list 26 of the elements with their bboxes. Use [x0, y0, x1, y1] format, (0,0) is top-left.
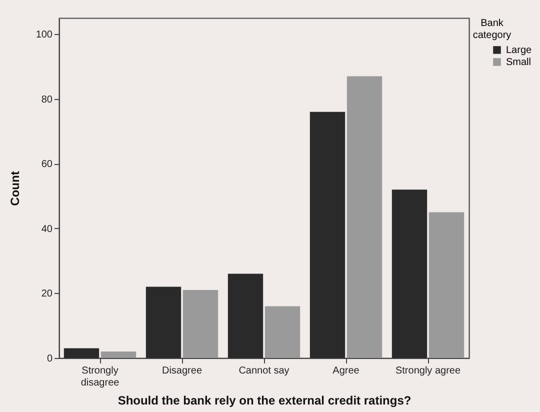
x-tick-label: Disagree	[162, 366, 202, 376]
bar	[64, 348, 100, 358]
bar	[228, 274, 264, 358]
legend-title: Bank category	[472, 18, 512, 41]
y-tick-label: 80	[41, 94, 53, 106]
y-axis-title: Count	[8, 171, 22, 206]
y-tick-label: 40	[41, 224, 53, 235]
x-tick-label: Agree	[332, 366, 360, 376]
legend-label: Large	[506, 45, 532, 56]
x-tick-label: Cannot say	[238, 366, 290, 376]
bar	[100, 352, 136, 358]
bar	[346, 76, 382, 358]
bar	[310, 112, 346, 358]
y-tick-label: 100	[36, 30, 53, 41]
bar	[428, 212, 464, 358]
bar	[264, 306, 300, 358]
y-tick-label: 20	[41, 288, 53, 300]
bar	[146, 286, 182, 358]
bar	[392, 190, 428, 358]
bar	[182, 290, 218, 358]
x-tick-label: Strongly agree	[395, 366, 461, 376]
x-tick-label: Strongly disagree	[80, 366, 120, 388]
legend-label: Small	[506, 57, 532, 68]
y-tick-label: 60	[41, 159, 53, 170]
x-axis-title: Should the bank rely on the external credit ratings?	[118, 394, 412, 408]
y-tick-label: 0	[46, 354, 53, 364]
